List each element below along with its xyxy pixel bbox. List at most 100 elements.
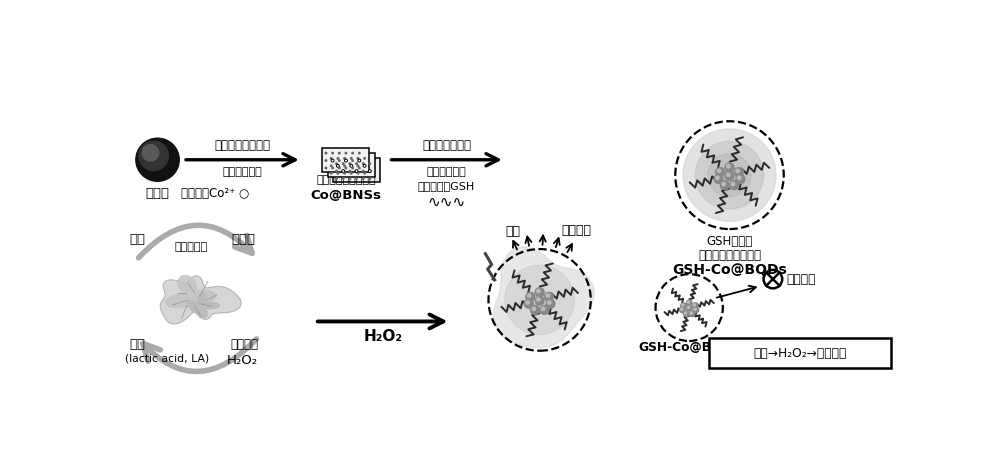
Text: 荧光发射: 荧光发射 — [561, 224, 591, 237]
Circle shape — [692, 303, 698, 308]
Text: 鑰离子配位硬量子点: 鑰离子配位硬量子点 — [698, 249, 761, 262]
Circle shape — [343, 164, 346, 167]
Circle shape — [343, 172, 346, 175]
Circle shape — [546, 294, 549, 297]
Circle shape — [351, 166, 354, 169]
Circle shape — [342, 170, 345, 173]
Circle shape — [350, 157, 353, 160]
Circle shape — [348, 170, 351, 173]
Text: 过氧化氢: 过氧化氢 — [230, 339, 258, 352]
Circle shape — [368, 170, 371, 173]
Circle shape — [734, 167, 743, 177]
Text: GSH稳定的: GSH稳定的 — [706, 235, 753, 248]
Circle shape — [537, 298, 540, 301]
Circle shape — [139, 141, 168, 171]
Circle shape — [362, 170, 365, 173]
Circle shape — [335, 170, 338, 173]
Circle shape — [336, 157, 339, 160]
Text: 超声辅助溨剂热: 超声辅助溨剂热 — [422, 139, 471, 152]
Circle shape — [336, 164, 339, 167]
Circle shape — [689, 311, 695, 317]
Circle shape — [694, 308, 696, 310]
Text: 丙酮酸: 丙酮酸 — [231, 233, 255, 246]
Circle shape — [356, 164, 359, 167]
Text: 超声辅助液相剥离: 超声辅助液相剥离 — [214, 139, 270, 152]
Circle shape — [708, 153, 751, 197]
Circle shape — [358, 159, 361, 162]
Circle shape — [324, 152, 327, 154]
Circle shape — [532, 307, 536, 311]
Circle shape — [344, 152, 347, 154]
Circle shape — [331, 152, 334, 154]
Circle shape — [344, 159, 347, 162]
Circle shape — [737, 176, 741, 179]
FancyBboxPatch shape — [709, 339, 891, 368]
Circle shape — [727, 165, 730, 168]
Circle shape — [684, 311, 689, 317]
Circle shape — [358, 166, 361, 169]
Circle shape — [368, 162, 371, 165]
Circle shape — [342, 177, 345, 180]
Circle shape — [324, 159, 327, 162]
FancyBboxPatch shape — [328, 153, 375, 177]
Text: H₂O₂: H₂O₂ — [363, 329, 402, 344]
Circle shape — [336, 172, 339, 175]
Text: 乙醇，蕎馏水: 乙醇，蕎馏水 — [223, 167, 262, 178]
Polygon shape — [160, 276, 241, 324]
Circle shape — [355, 177, 358, 180]
Circle shape — [358, 152, 361, 154]
Text: GSH-Co@BQDs: GSH-Co@BQDs — [672, 263, 787, 277]
Circle shape — [716, 167, 725, 177]
Text: Co@BNSs: Co@BNSs — [310, 189, 381, 202]
Circle shape — [136, 138, 179, 181]
Circle shape — [524, 299, 533, 308]
FancyBboxPatch shape — [322, 147, 369, 172]
Circle shape — [330, 164, 333, 167]
Circle shape — [338, 159, 341, 162]
Circle shape — [530, 306, 539, 314]
Circle shape — [330, 172, 333, 175]
Circle shape — [548, 301, 551, 304]
Circle shape — [363, 172, 366, 175]
Circle shape — [714, 174, 723, 184]
Circle shape — [350, 164, 353, 167]
Circle shape — [693, 307, 699, 313]
Circle shape — [541, 307, 545, 311]
Circle shape — [681, 308, 683, 310]
Circle shape — [725, 172, 734, 180]
Text: 谷胱甘肽：GSH: 谷胱甘肽：GSH — [418, 181, 475, 191]
Circle shape — [695, 141, 764, 209]
Text: 荧光淤灯: 荧光淤灯 — [786, 272, 816, 286]
Circle shape — [355, 162, 358, 165]
Circle shape — [362, 162, 365, 165]
Circle shape — [685, 312, 687, 314]
Polygon shape — [493, 247, 594, 348]
Circle shape — [350, 172, 353, 175]
Text: 硬粉末: 硬粉末 — [146, 187, 170, 200]
Circle shape — [537, 289, 540, 293]
Circle shape — [736, 169, 739, 173]
Text: 乳酸: 乳酸 — [129, 339, 145, 352]
Circle shape — [355, 170, 358, 173]
Circle shape — [348, 177, 351, 180]
Circle shape — [335, 162, 338, 165]
Circle shape — [363, 157, 366, 160]
Circle shape — [331, 159, 334, 162]
Circle shape — [736, 174, 745, 184]
Text: 乙醇，蕎馏水: 乙醇，蕎馏水 — [427, 167, 466, 178]
Circle shape — [363, 164, 366, 167]
Circle shape — [526, 301, 529, 304]
Circle shape — [324, 166, 327, 169]
Circle shape — [693, 304, 695, 306]
Circle shape — [368, 177, 371, 180]
Circle shape — [344, 166, 347, 169]
Circle shape — [338, 166, 341, 169]
Circle shape — [505, 265, 574, 334]
Circle shape — [681, 303, 686, 308]
Circle shape — [362, 177, 365, 180]
Circle shape — [683, 129, 776, 221]
Circle shape — [338, 152, 341, 154]
Circle shape — [687, 306, 690, 308]
Circle shape — [356, 157, 359, 160]
Polygon shape — [166, 276, 216, 308]
